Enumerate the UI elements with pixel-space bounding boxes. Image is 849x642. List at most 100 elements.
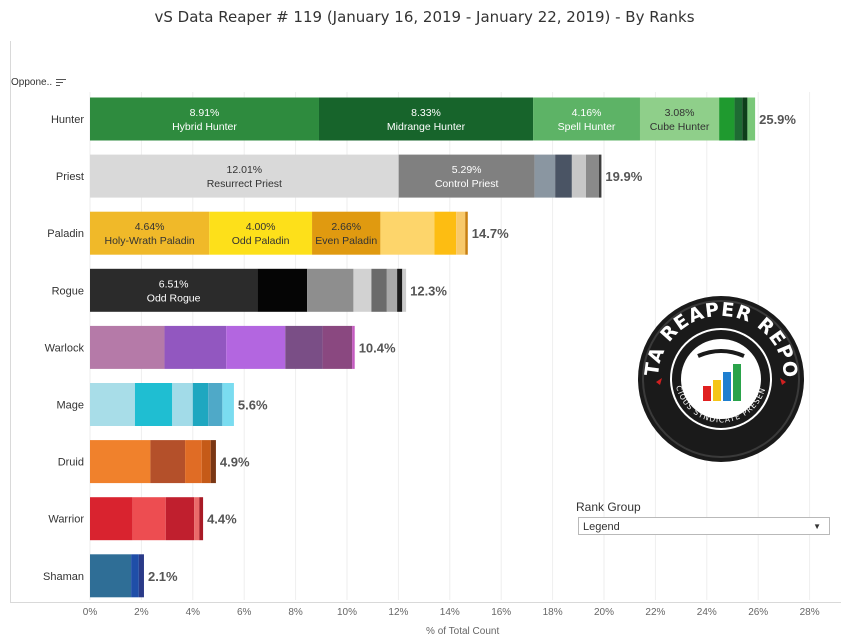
row-label: Warlock <box>45 342 85 354</box>
row-total-label: 19.9% <box>605 169 642 184</box>
row-total-label: 25.9% <box>759 112 796 127</box>
segment-archetype-label: Odd Rogue <box>147 292 201 304</box>
x-tick-label: 22% <box>645 607 665 618</box>
bar-segment <box>555 154 572 198</box>
x-tick-label: 12% <box>388 607 408 618</box>
x-tick-label: 16% <box>491 607 511 618</box>
x-tick-label: 2% <box>134 607 149 618</box>
sort-icon[interactable] <box>56 77 67 88</box>
segment-value-label: 4.64% <box>135 221 165 233</box>
bar-segment <box>90 154 399 198</box>
segment-value-label: 4.00% <box>246 221 276 233</box>
segment-archetype-label: Cube Hunter <box>650 121 710 133</box>
bar-segment <box>380 211 435 255</box>
chart-title: vS Data Reaper # 119 (January 16, 2019 -… <box>154 8 695 26</box>
bar-segment <box>90 325 165 369</box>
segment-value-label: 5.29% <box>452 164 482 176</box>
segment-archetype-label: Midrange Hunter <box>387 121 466 133</box>
segment-value-label: 2.66% <box>331 221 361 233</box>
bar-segment <box>209 211 313 255</box>
data-reaper-logo: DATA REAPER REPORT VICIOUS SYNDICATE PRE… <box>636 294 804 462</box>
bar-segment <box>434 211 457 255</box>
bar-segment <box>185 440 202 484</box>
x-tick-label: 4% <box>186 607 201 618</box>
bar-segment <box>90 268 258 312</box>
bar-segment <box>90 497 133 541</box>
x-tick-label: 24% <box>697 607 717 618</box>
segment-value-label: 4.16% <box>572 107 602 119</box>
bar-segment <box>312 211 381 255</box>
bar-segment <box>533 97 640 141</box>
bar-segment <box>131 554 139 598</box>
segment-archetype-label: Odd Paladin <box>232 235 290 247</box>
x-tick-label: 0% <box>83 607 98 618</box>
bar-segment <box>90 440 151 484</box>
rank-group-filter: Rank Group Legend ▼ <box>576 500 832 535</box>
x-tick-label: 10% <box>337 607 357 618</box>
segment-archetype-label: Hybrid Hunter <box>172 121 237 133</box>
plot-frame <box>10 41 841 603</box>
row-total-label: 10.4% <box>359 340 396 355</box>
row-total-label: 14.7% <box>472 226 509 241</box>
bar-segment <box>534 154 556 198</box>
bar-segment <box>352 325 355 369</box>
bar-segment <box>199 497 204 541</box>
row-label: Hunter <box>51 114 84 126</box>
opponent-header-label: Oppone.. <box>11 77 53 88</box>
rank-group-dropdown[interactable]: Legend ▼ <box>578 517 830 535</box>
row-total-label: 2.1% <box>148 569 178 584</box>
segment-archetype-label: Holy-Wrath Paladin <box>104 235 194 247</box>
row-label: Mage <box>56 400 84 412</box>
bar-segment <box>194 497 200 541</box>
segment-value-label: 12.01% <box>227 164 263 176</box>
bar-segment <box>257 268 308 312</box>
bar-segment <box>201 440 211 484</box>
opponent-column-header[interactable]: Oppone.. <box>11 77 67 88</box>
bar-segment <box>734 97 743 141</box>
segment-value-label: 3.08% <box>665 107 695 119</box>
bar-segment <box>386 268 398 312</box>
bar-segment <box>322 325 353 369</box>
chevron-down-icon[interactable]: ▼ <box>813 522 821 531</box>
bar-segment <box>465 211 468 255</box>
segment-value-label: 8.33% <box>411 107 441 119</box>
x-axis-label: % of Total Count <box>426 626 499 637</box>
x-tick-label: 6% <box>237 607 252 618</box>
bar-segment <box>226 325 286 369</box>
bar-segment <box>598 154 602 198</box>
bar-segment <box>571 154 587 198</box>
bar-segment <box>318 97 534 141</box>
x-tick-label: 8% <box>288 607 303 618</box>
bar-segment <box>90 211 210 255</box>
segment-archetype-label: Even Paladin <box>315 235 377 247</box>
bar-segment <box>398 154 535 198</box>
row-total-label: 4.4% <box>207 512 237 527</box>
x-tick-label: 14% <box>440 607 460 618</box>
bar-segment <box>138 554 144 598</box>
x-tick-label: 20% <box>594 607 614 618</box>
bar-segment <box>90 97 319 141</box>
bar-segment <box>164 325 227 369</box>
bar-segment <box>353 268 372 312</box>
bar-segment <box>132 497 166 541</box>
segment-archetype-label: Spell Hunter <box>558 121 616 133</box>
bar-segment <box>742 97 748 141</box>
bar-segment <box>747 97 756 141</box>
row-label: Rogue <box>52 285 84 297</box>
x-tick-label: 18% <box>543 607 563 618</box>
row-label: Warrior <box>48 514 84 526</box>
row-label: Shaman <box>43 571 84 583</box>
bar-segment <box>456 211 466 255</box>
row-label: Druid <box>58 457 84 469</box>
bar-segment <box>165 497 195 541</box>
bar-segment <box>90 383 135 426</box>
segment-value-label: 6.51% <box>159 278 189 290</box>
bar-segment <box>285 325 323 369</box>
x-tick-label: 26% <box>748 607 768 618</box>
bar-segment <box>222 383 234 426</box>
bar-segment <box>172 383 193 426</box>
bar-segment <box>90 554 132 598</box>
row-label: Paladin <box>47 228 84 240</box>
bar-segment <box>397 268 403 312</box>
